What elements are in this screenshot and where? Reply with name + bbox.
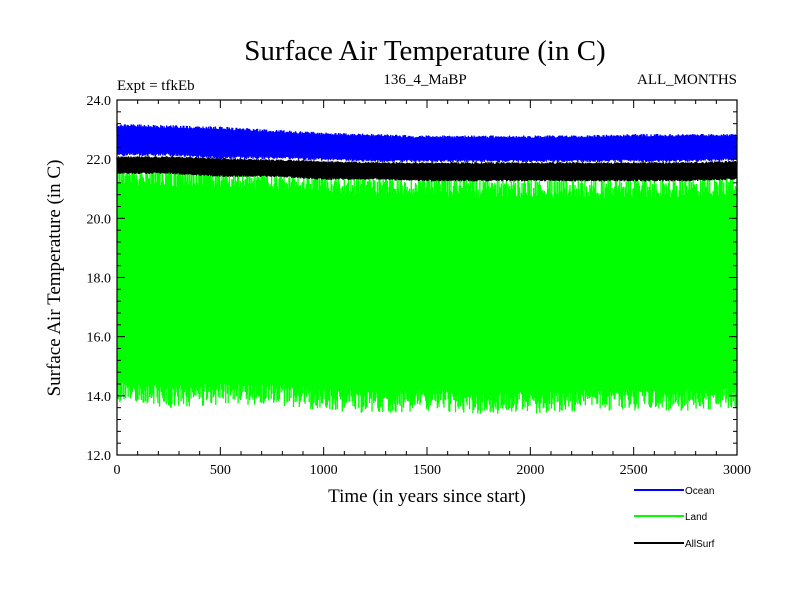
- series-line-ocean: [116, 123, 738, 163]
- y-tick-label: 24.0: [87, 94, 112, 109]
- y-axis-label: Surface Air Temperature (in C): [44, 160, 65, 397]
- x-tick-label: 0: [114, 463, 121, 478]
- x-tick-label: 500: [210, 463, 231, 478]
- period-label: 136_4_MaBP: [383, 72, 466, 88]
- legend-label-allsurf: AllSurf: [685, 539, 715, 550]
- y-tick-label: 18.0: [87, 272, 112, 287]
- y-tick-label: 12.0: [87, 449, 112, 464]
- y-tick-label: 20.0: [87, 212, 112, 227]
- x-tick-label: 2500: [620, 463, 648, 478]
- months-label: ALL_MONTHS: [637, 72, 737, 88]
- legend-label-land: Land: [685, 512, 707, 523]
- x-tick-label: 2000: [516, 463, 544, 478]
- axes-layer: 0 500 1000 1500 2000 2500 3000 12.0 14.0 16.0 18.0…: [87, 94, 752, 478]
- x-tick-label: 1500: [413, 463, 441, 478]
- experiment-label: Expt = tfkEb: [117, 78, 195, 94]
- legend: Ocean Land AllSurf: [634, 486, 715, 550]
- x-tick-label: 1000: [310, 463, 338, 478]
- x-axis-label: Time (in years since start): [328, 486, 526, 507]
- chart-title: Surface Air Temperature (in C): [244, 35, 605, 67]
- y-tick-label: 14.0: [87, 390, 112, 405]
- legend-label-ocean: Ocean: [685, 486, 714, 497]
- x-tick-label: 3000: [723, 463, 751, 478]
- series-layer: [116, 123, 738, 414]
- y-tick-label: 22.0: [87, 153, 112, 168]
- y-tick-label: 16.0: [87, 331, 112, 346]
- series-line-land: [116, 162, 738, 414]
